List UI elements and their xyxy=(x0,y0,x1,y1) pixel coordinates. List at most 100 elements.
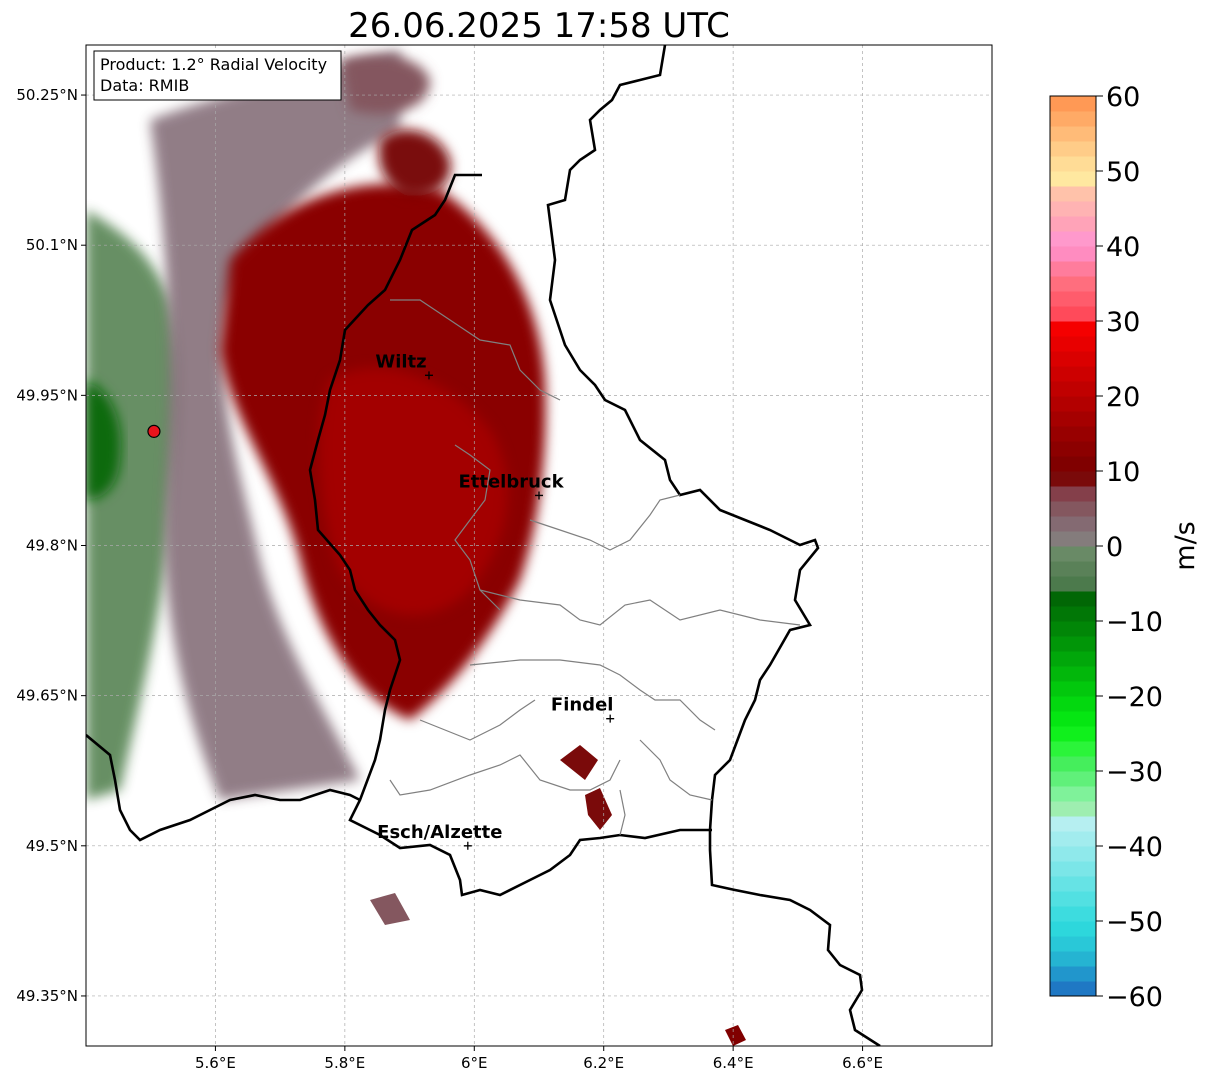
colorbar-band-59 xyxy=(1050,96,1096,112)
info-box-frame xyxy=(93,50,342,101)
velocity-cell-south-3 xyxy=(370,893,410,925)
colorbar-band-18 xyxy=(1050,711,1096,727)
colorbar-tick-label-8: −20 xyxy=(1106,682,1163,713)
colorbar-band-29 xyxy=(1050,546,1096,562)
city-marker-wiltz xyxy=(424,371,433,380)
city-marker-ettelbruck xyxy=(535,491,543,500)
country-border xyxy=(546,45,881,1046)
y-tick-label-1: 50.1°N xyxy=(26,236,78,254)
colorbar-band-41 xyxy=(1050,366,1096,382)
colorbar-band-44 xyxy=(1050,321,1096,337)
radar-site-marker xyxy=(147,424,161,438)
colorbar-band-36 xyxy=(1050,441,1096,457)
y-tick-label-3: 49.8°N xyxy=(26,537,78,555)
city-labels: Wiltz Ettelbruck Findel Esch/Alzette xyxy=(375,351,615,850)
x-tick-label-5: 6.6°E xyxy=(842,1054,883,1072)
velocity-region-red xyxy=(319,368,508,615)
colorbar-band-47 xyxy=(1050,276,1096,292)
y-tick-label-6: 49.35°N xyxy=(16,987,78,1005)
x-tick-label-1: 5.8°E xyxy=(324,1054,365,1072)
country-border-west xyxy=(308,173,712,897)
colorbar-tick-label-4: 20 xyxy=(1106,382,1140,413)
colorbar-band-10 xyxy=(1050,831,1096,847)
colorbar-band-14 xyxy=(1050,771,1096,787)
colorbar-band-30 xyxy=(1050,531,1096,547)
y-tick-label-0: 50.25°N xyxy=(16,86,78,104)
colorbar-band-51 xyxy=(1050,216,1096,232)
velocity-region-dark-green xyxy=(86,380,121,500)
colorbar-band-1 xyxy=(1050,966,1096,982)
colorbar-band-32 xyxy=(1050,501,1096,517)
colorbar-band-31 xyxy=(1050,516,1096,532)
colorbar-band-35 xyxy=(1050,456,1096,472)
info-product: Product: 1.2° Radial Velocity xyxy=(100,55,327,74)
colorbar-band-34 xyxy=(1050,471,1096,487)
figure-title: 26.06.2025 17:58 UTC xyxy=(348,6,730,46)
colorbar-band-12 xyxy=(1050,801,1096,817)
colorbar-band-13 xyxy=(1050,786,1096,802)
info-data-source: Data: RMIB xyxy=(100,76,189,95)
city-label-ettelbruck: Ettelbruck xyxy=(458,471,564,492)
colorbar-band-6 xyxy=(1050,891,1096,907)
y-tick-label-4: 49.65°N xyxy=(16,687,78,705)
colorbar-band-37 xyxy=(1050,426,1096,442)
colorbar-band-16 xyxy=(1050,741,1096,757)
colorbar-band-55 xyxy=(1050,156,1096,172)
x-tick-label-0: 5.6°E xyxy=(195,1054,236,1072)
colorbar-band-25 xyxy=(1050,606,1096,622)
colorbar-band-43 xyxy=(1050,336,1096,352)
colorbar-band-50 xyxy=(1050,231,1096,247)
colorbar-tick-label-5: 10 xyxy=(1106,457,1140,488)
colorbar-band-21 xyxy=(1050,666,1096,682)
colorbar-band-20 xyxy=(1050,681,1096,697)
x-tick-label-4: 6.4°E xyxy=(713,1054,754,1072)
colorbar-band-40 xyxy=(1050,381,1096,397)
colorbar-band-38 xyxy=(1050,411,1096,427)
y-tick-label-5: 49.5°N xyxy=(26,837,78,855)
boundaries xyxy=(86,45,881,1046)
colorbar-tick-label-7: −10 xyxy=(1106,607,1163,638)
radar-velocity-layer xyxy=(86,50,746,1046)
city-marker-esch-alzette xyxy=(463,841,472,850)
colorbar-tick-label-10: −40 xyxy=(1106,832,1163,863)
city-label-esch-alzette: Esch/Alzette xyxy=(377,822,502,843)
colorbar-band-48 xyxy=(1050,261,1096,277)
colorbar-band-26 xyxy=(1050,591,1096,607)
colorbar-band-28 xyxy=(1050,561,1096,577)
colorbar-band-2 xyxy=(1050,951,1096,967)
colorbar-tick-label-2: 40 xyxy=(1106,232,1140,263)
velocity-region-north-cell xyxy=(378,129,451,196)
colorbar-band-8 xyxy=(1050,861,1096,877)
colorbar-band-0 xyxy=(1050,981,1096,997)
x-tick-label-3: 6.2°E xyxy=(583,1054,624,1072)
colorbar-band-42 xyxy=(1050,351,1096,367)
colorbar-band-39 xyxy=(1050,396,1096,412)
colorbar-tick-label-6: 0 xyxy=(1106,532,1123,563)
colorbar-tick-label-12: −60 xyxy=(1106,982,1163,1013)
colorbar-band-57 xyxy=(1050,126,1096,142)
velocity-cell-southeast xyxy=(725,1025,746,1046)
colorbar-band-45 xyxy=(1050,306,1096,322)
colorbar-band-15 xyxy=(1050,756,1096,772)
colorbar-band-46 xyxy=(1050,291,1096,307)
gridlines xyxy=(86,45,992,1046)
colorbar-band-4 xyxy=(1050,921,1096,937)
colorbar-band-23 xyxy=(1050,636,1096,652)
colorbar-ticks: 60 50 40 30 20 10 0 −10 −20 −30 −40 −50 −60 xyxy=(1096,82,1163,1013)
colorbar-band-22 xyxy=(1050,651,1096,667)
velocity-cell-south-1 xyxy=(560,745,598,780)
velocity-cell-south-2 xyxy=(585,788,612,830)
colorbar-band-54 xyxy=(1050,171,1096,187)
colorbar-band-33 xyxy=(1050,486,1096,502)
colorbar-band-19 xyxy=(1050,696,1096,712)
x-axis-ticks: 5.6°E 5.8°E 6°E 6.2°E 6.4°E 6.6°E xyxy=(195,1046,883,1072)
city-marker-findel xyxy=(606,714,615,723)
colorbar: 60 50 40 30 20 10 0 −10 −20 −30 −40 −50 −60 m/s xyxy=(1049,82,1201,1013)
colorbar-band-5 xyxy=(1050,906,1096,922)
colorbar-band-52 xyxy=(1050,201,1096,217)
colorbar-band-3 xyxy=(1050,936,1096,952)
colorbar-tick-label-3: 30 xyxy=(1106,307,1140,338)
colorbar-band-27 xyxy=(1050,576,1096,592)
colorbar-tick-label-0: 60 xyxy=(1106,82,1140,113)
